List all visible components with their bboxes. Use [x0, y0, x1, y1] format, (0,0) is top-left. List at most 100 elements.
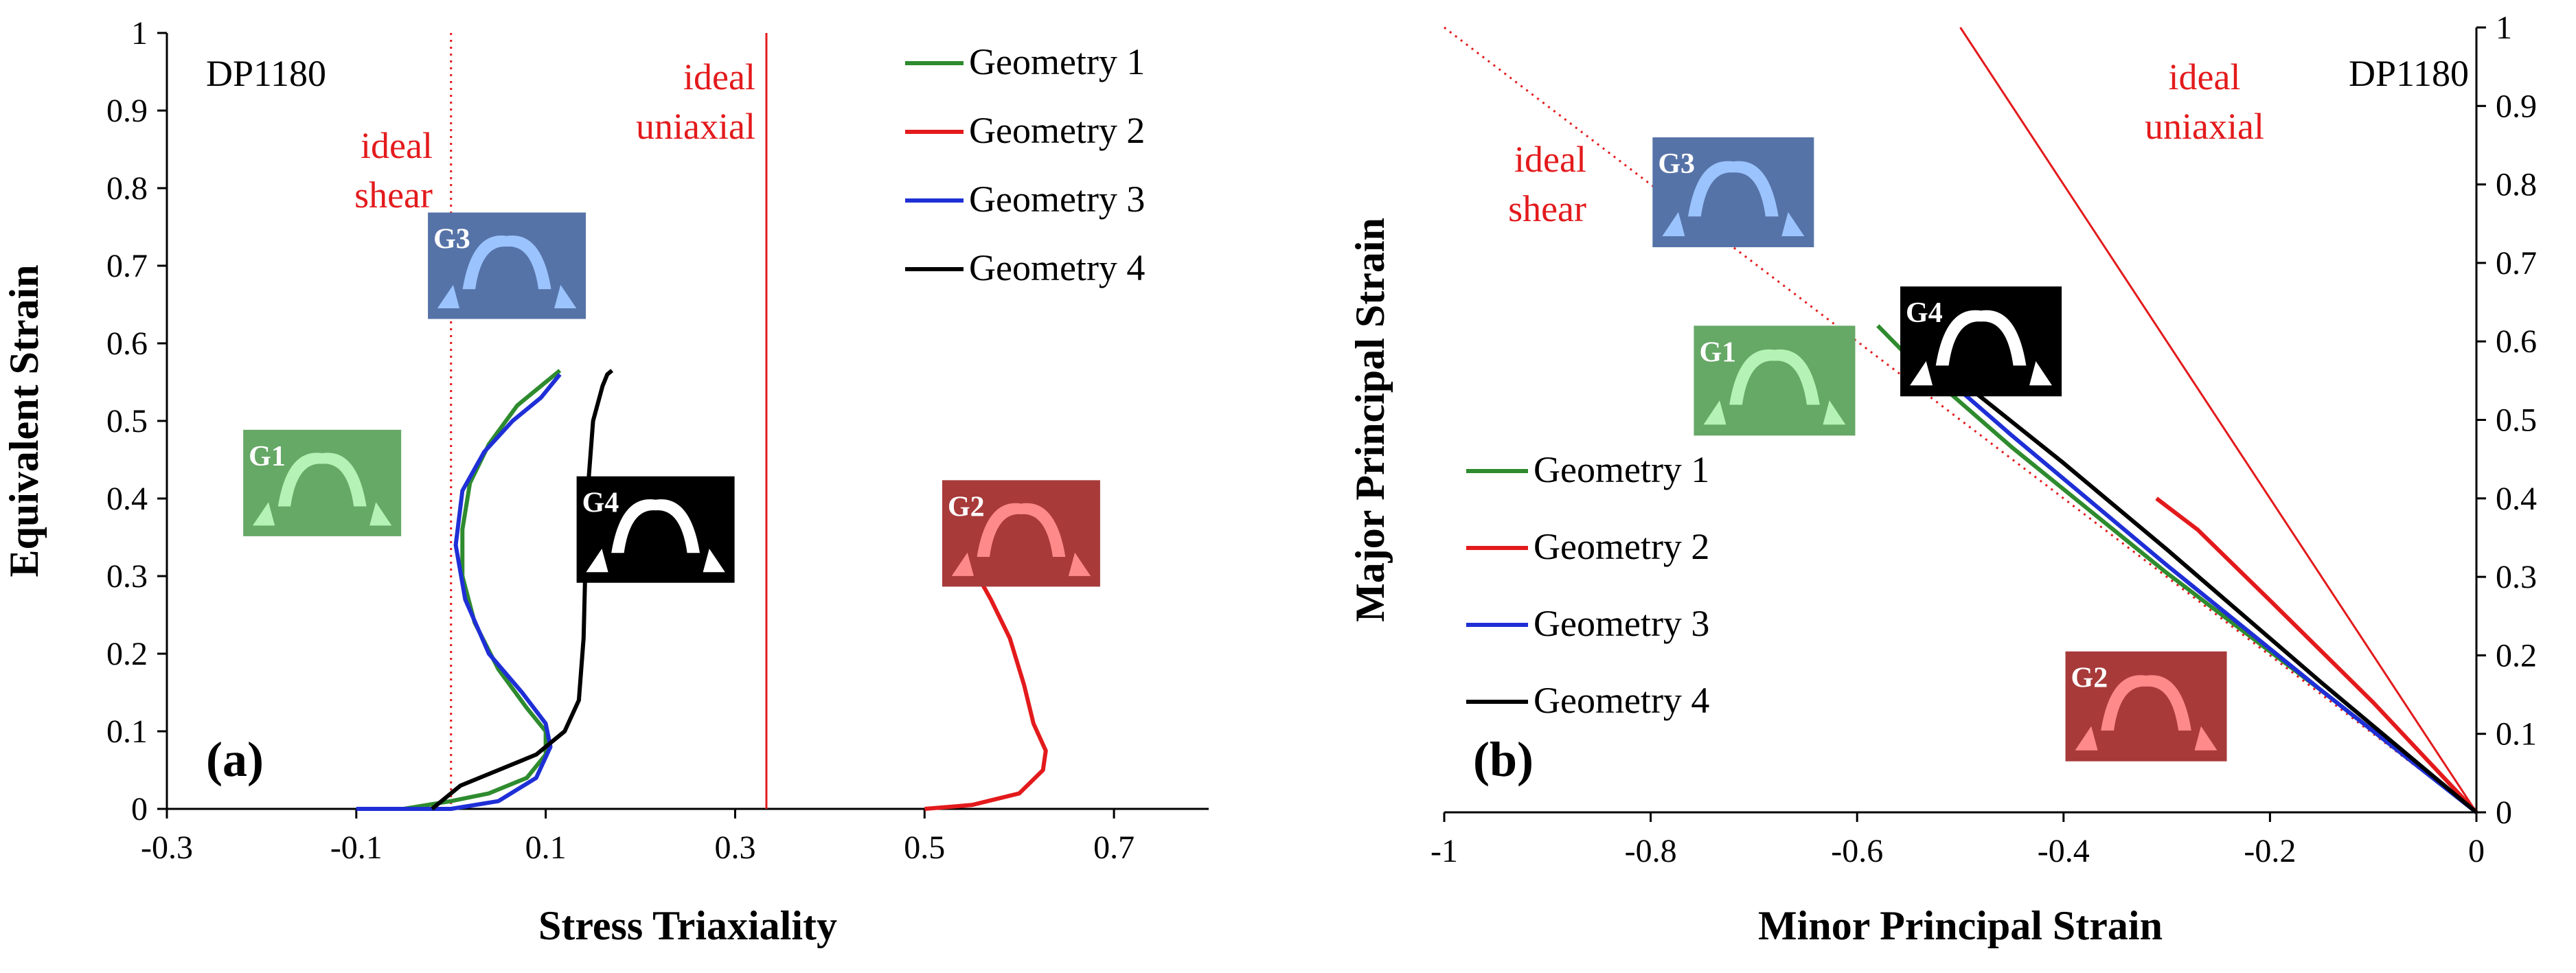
reference-label-line2: uniaxial: [636, 106, 755, 147]
x-tick-label: -1: [1431, 833, 1458, 869]
specimen-foot-icon: [951, 552, 974, 576]
specimen-shape-icon: [1688, 161, 1779, 217]
y-axis-label: Equivalent Strain: [1, 264, 47, 577]
y-tick-label: 0: [131, 791, 148, 827]
y-tick-label: 0: [2496, 794, 2512, 831]
x-tick-label: 0.1: [525, 829, 567, 866]
inset-g4: G4: [1900, 286, 2062, 397]
y-tick-label: 0.7: [2496, 245, 2537, 282]
reference-line-ideal-uniaxial: [1959, 27, 2478, 813]
specimen-foot-icon: [1823, 400, 1846, 425]
x-tick-label: -0.4: [2038, 833, 2090, 869]
specimen-foot-icon: [1703, 400, 1726, 425]
y-tick-label: 0.4: [106, 481, 148, 517]
legend-entry: Geometry 3: [1534, 603, 1709, 644]
inset-label: G3: [433, 224, 470, 255]
x-tick-label: 0: [2468, 833, 2485, 869]
reference-label-line2: shear: [1508, 188, 1586, 229]
specimen-foot-icon: [2075, 726, 2098, 751]
panel-label: (b): [1473, 732, 1534, 787]
specimen-shape-icon: [277, 453, 367, 507]
specimen-shape-icon: [611, 499, 700, 553]
inset-label: G3: [1658, 148, 1695, 180]
legend-entry: Geometry 4: [1534, 680, 1709, 721]
chart-panel-b: 0 0.1 0.2 0.3 0.4 0.5 0.6 0.7 0.8 0.9 1 -1 -0.8 -0.6 -…: [1347, 10, 2537, 948]
reference-label-line1: ideal: [1514, 139, 1586, 180]
specimen-foot-icon: [2194, 726, 2218, 751]
inset-g2: G2: [942, 480, 1100, 587]
material-label: DP1180: [206, 53, 326, 94]
specimen-foot-icon: [1068, 552, 1091, 576]
series-line-geometry-4: [1959, 378, 2478, 814]
y-tick-label: 0.9: [106, 93, 148, 129]
y-tick-label: 0.6: [106, 325, 148, 362]
y-axis-label: Major Principal Strain: [1347, 218, 1393, 622]
inset-g3: G3: [428, 212, 586, 319]
x-tick-label: 0.3: [714, 829, 755, 866]
inset-g4: G4: [576, 476, 735, 583]
y-tick-label: 0.2: [2496, 637, 2537, 674]
legend-entry: Geometry 2: [969, 110, 1145, 151]
x-tick-label: -0.1: [330, 829, 383, 866]
inset-label: G4: [1906, 297, 1943, 329]
specimen-foot-icon: [252, 502, 275, 526]
specimen-foot-icon: [1781, 211, 1805, 237]
y-tick-label: 0.1: [106, 713, 148, 750]
y-tick-label: 0.8: [2496, 167, 2537, 203]
legend-entry: Geometry 1: [969, 41, 1145, 82]
series-line-geometry-4: [431, 369, 614, 811]
x-tick-label: -0.3: [141, 829, 193, 866]
specimen-shape-icon: [2101, 675, 2191, 731]
y-tick-label: 0.3: [2496, 559, 2537, 595]
specimen-foot-icon: [437, 284, 460, 308]
inset-g2: G2: [2065, 651, 2227, 762]
specimen-foot-icon: [554, 284, 577, 308]
series-line-geometry-2: [924, 556, 1048, 811]
x-tick-label: -0.8: [1625, 833, 1677, 869]
material-label: DP1180: [2349, 53, 2469, 94]
legend-entry: Geometry 3: [969, 179, 1145, 220]
specimen-foot-icon: [2029, 361, 2052, 386]
inset-g3: G3: [1652, 137, 1814, 248]
x-tick-label: 0.7: [1093, 829, 1135, 866]
specimen-shape-icon: [462, 235, 551, 290]
legend-entry: Geometry 4: [969, 247, 1145, 288]
specimen-shape-icon: [1729, 349, 1820, 405]
reference-label-line2: uniaxial: [2145, 106, 2264, 147]
specimen-foot-icon: [1662, 211, 1685, 237]
inset-label: G4: [582, 488, 619, 519]
series-line-geometry-1: [403, 369, 562, 811]
reference-label-line1: ideal: [2169, 56, 2241, 98]
y-tick-label: 0.4: [2496, 481, 2537, 517]
specimen-foot-icon: [1910, 361, 1933, 386]
reference-label-line2: shear: [354, 174, 433, 216]
inset-label: G2: [2071, 663, 2108, 694]
chart-panel-a: 0 0.1 0.2 0.3 0.4 0.5 0.6 0.7 0.8 0.9 1 -0.3 -0.1 0.1…: [1, 15, 1209, 948]
series-line-geometry-3: [356, 373, 562, 811]
inset-g1: G1: [1694, 325, 1856, 436]
y-tick-label: 0.5: [2496, 402, 2537, 439]
y-tick-label: 0.1: [2496, 716, 2537, 753]
specimen-shape-icon: [1935, 310, 2027, 366]
legend-entry: Geometry 2: [1534, 526, 1709, 567]
y-tick-label: 0.3: [106, 558, 148, 595]
y-tick-label: 0.2: [106, 636, 148, 672]
panel-label: (a): [206, 732, 264, 787]
series-line-geometry-3: [1938, 371, 2478, 814]
x-axis-label: Minor Principal Strain: [1758, 903, 2163, 948]
y-tick-label: 0.9: [2496, 88, 2537, 124]
reference-label-line1: ideal: [683, 56, 755, 98]
reference-label-line1: ideal: [361, 125, 433, 166]
legend-entry: Geometry 1: [1534, 449, 1709, 490]
y-tick-label: 0.5: [106, 403, 148, 439]
inset-label: G2: [948, 491, 985, 523]
y-tick-label: 0.7: [106, 248, 148, 284]
specimen-shape-icon: [977, 503, 1066, 557]
series-line-geometry-2: [2155, 496, 2478, 814]
inset-label: G1: [249, 441, 286, 472]
x-tick-label: -0.6: [1831, 833, 1883, 869]
x-tick-label: -0.2: [2244, 833, 2296, 869]
x-tick-label: 0.5: [904, 829, 945, 866]
y-tick-label: 0.6: [2496, 323, 2537, 360]
